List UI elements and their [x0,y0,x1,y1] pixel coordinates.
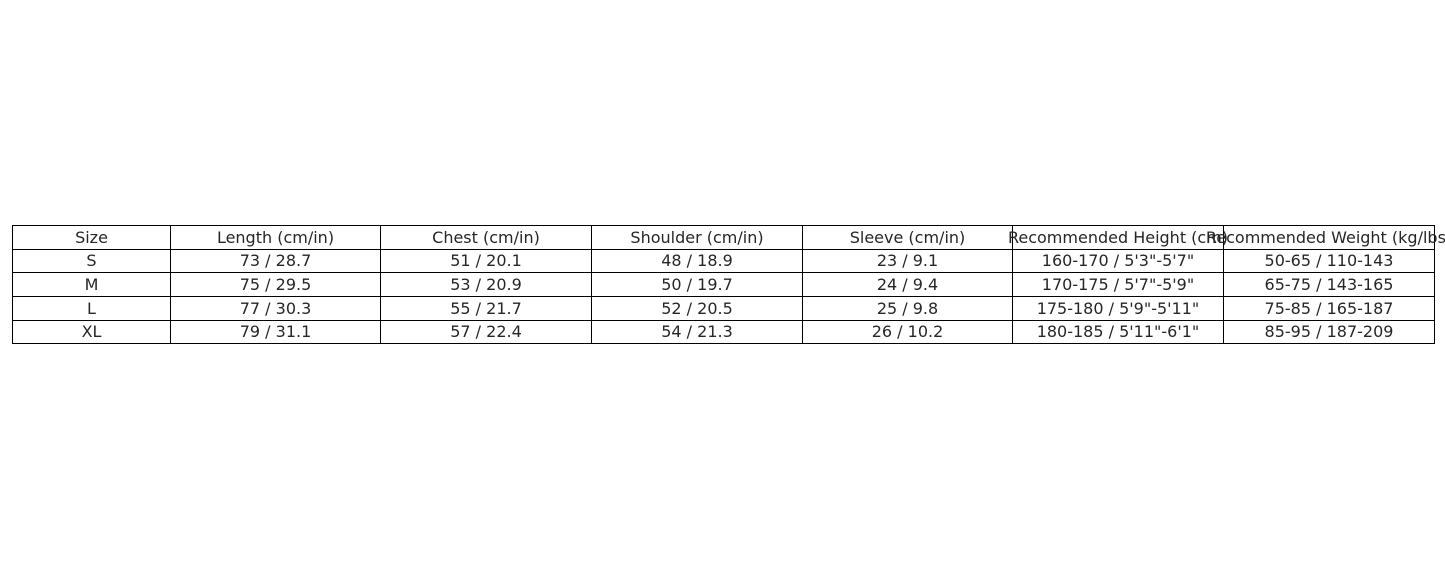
table-cell: 48 / 18.9 [591,249,803,273]
header-cell: Shoulder (cm/in) [591,225,803,250]
table-cell: 50-65 / 110-143 [1223,249,1435,273]
table-cell: 85-95 / 187-209 [1223,320,1435,344]
cell-value: 79 / 31.1 [239,322,312,341]
table-cell: 77 / 30.3 [170,296,381,321]
column-header: Recommended Height (cm) [1007,227,1229,247]
cell-value: 65-75 / 143-165 [1264,274,1394,294]
table-cell: 57 / 22.4 [380,320,592,344]
table-cell: 54 / 21.3 [591,320,803,344]
header-cell: Sleeve (cm/in) [802,225,1013,250]
column-header: Chest (cm/in) [432,227,540,247]
column-header: Size [75,227,108,247]
header-cell: Chest (cm/in) [380,225,592,250]
cell-value: 25 / 9.8 [876,298,939,318]
table-cell: 55 / 21.7 [380,296,592,321]
cell-value: 53 / 20.9 [450,274,522,294]
cell-value: 23 / 9.1 [876,251,939,270]
cell-value: 180-185 / 5'11"-6'1" [1036,322,1200,341]
table-cell: 175-180 / 5'9"-5'11" [1012,296,1224,321]
table-cell: 25 / 9.8 [802,296,1013,321]
header-cell: Recommended Weight (kg/lbs) [1206,225,1445,250]
header-cell: Size [12,225,171,250]
cell-value: 50 / 19.7 [661,274,733,294]
table-cell: 170-175 / 5'7"-5'9" [1012,272,1224,297]
table-cell: 50 / 19.7 [591,272,803,297]
cell-value: 75 / 29.5 [239,274,312,294]
table-cell: S [12,249,171,273]
cell-value: 73 / 28.7 [239,251,312,270]
cell-value: 57 / 22.4 [450,322,522,341]
table-cell: M [12,272,171,297]
table-cell: 65-75 / 143-165 [1223,272,1435,297]
column-header: Sleeve (cm/in) [849,227,966,247]
header-cell: Length (cm/in) [170,225,381,250]
header-cell: Recommended Height (cm) [1008,225,1228,250]
table-cell: L [12,296,171,321]
table-cell: 52 / 20.5 [591,296,803,321]
cell-value: 160-170 / 5'3"-5'7" [1041,251,1195,270]
cell-value: 75-85 / 165-187 [1264,298,1394,318]
cell-value: 52 / 20.5 [661,298,733,318]
cell-value: 54 / 21.3 [661,322,733,341]
cell-value: 175-180 / 5'9"-5'11" [1036,298,1200,318]
cell-value: M [84,274,99,294]
cell-value: XL [81,322,102,341]
cell-value: 55 / 21.7 [450,298,522,318]
cell-value: 48 / 18.9 [661,251,733,270]
table-cell: 180-185 / 5'11"-6'1" [1012,320,1224,344]
table-cell: 26 / 10.2 [802,320,1013,344]
cell-value: 170-175 / 5'7"-5'9" [1041,274,1195,294]
column-header: Recommended Weight (kg/lbs) [1205,227,1445,247]
cell-value: 85-95 / 187-209 [1264,322,1394,341]
cell-value: 26 / 10.2 [871,322,944,341]
cell-value: 50-65 / 110-143 [1264,251,1394,270]
cell-value: S [86,251,97,270]
table-cell: 75 / 29.5 [170,272,381,297]
cell-value: 77 / 30.3 [239,298,312,318]
column-header: Length (cm/in) [216,227,335,247]
table-cell: 160-170 / 5'3"-5'7" [1012,249,1224,273]
table-cell: 73 / 28.7 [170,249,381,273]
table-cell: 23 / 9.1 [802,249,1013,273]
table-cell: 24 / 9.4 [802,272,1013,297]
table-cell: 53 / 20.9 [380,272,592,297]
table-cell: 79 / 31.1 [170,320,381,344]
table-cell: XL [12,320,171,344]
cell-value: 24 / 9.4 [876,274,939,294]
table-cell: 51 / 20.1 [380,249,592,273]
column-header: Shoulder (cm/in) [630,227,764,247]
cell-value: 51 / 20.1 [450,251,522,270]
table-cell: 75-85 / 165-187 [1223,296,1435,321]
cell-value: L [87,298,96,318]
